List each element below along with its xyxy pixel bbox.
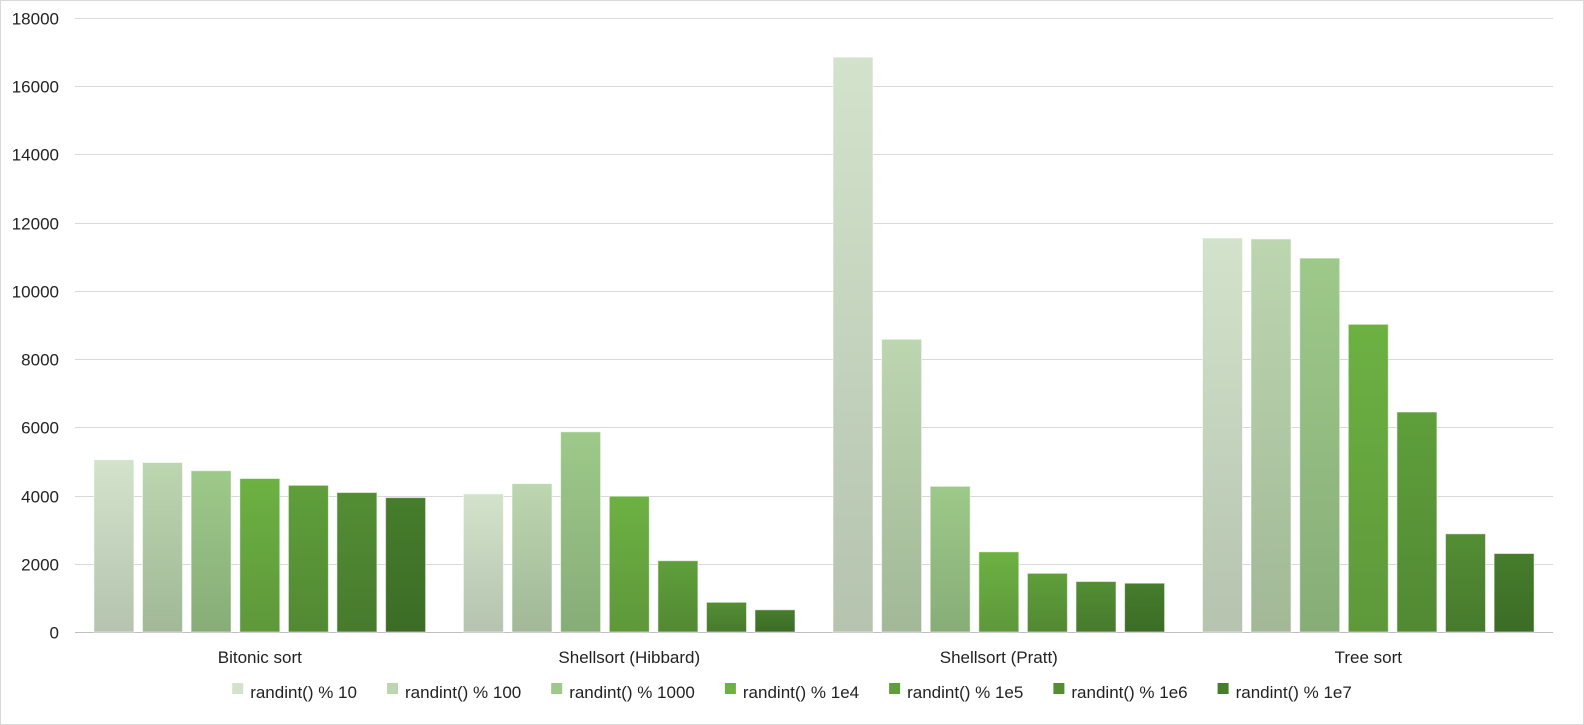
bar bbox=[385, 497, 427, 633]
y-tick-label: 18000 bbox=[12, 10, 59, 29]
bar bbox=[1026, 572, 1068, 633]
bar bbox=[1250, 238, 1292, 633]
bar bbox=[1299, 257, 1341, 633]
legend-item: randint() % 1e6 bbox=[1053, 683, 1188, 702]
x-axis-categories: Bitonic sort Shellsort (Hibbard) Shellsort… bbox=[218, 648, 1403, 667]
legend-label: randint() % 1e7 bbox=[1236, 683, 1352, 702]
legend-item: randint() % 1e5 bbox=[889, 683, 1023, 702]
bar bbox=[706, 601, 747, 633]
legend-label: randint() % 1e5 bbox=[907, 683, 1023, 702]
bar bbox=[336, 492, 378, 633]
bar bbox=[978, 551, 1020, 633]
y-axis-ticks: 0 2000 4000 6000 8000 10000 12000 14000 16000 180… bbox=[12, 10, 59, 643]
legend-swatch bbox=[551, 683, 563, 694]
bar bbox=[754, 609, 796, 633]
bar bbox=[1124, 582, 1166, 633]
y-tick-label: 8000 bbox=[21, 351, 59, 370]
legend-label: randint() % 1e6 bbox=[1071, 683, 1187, 702]
legend: randint() % 10 randint() % 100 randint() %… bbox=[232, 683, 1352, 702]
bar bbox=[1202, 237, 1243, 633]
x-category-label: Tree sort bbox=[1335, 648, 1403, 667]
bar bbox=[1347, 323, 1389, 633]
legend-item: randint() % 10 bbox=[232, 683, 357, 702]
legend-swatch bbox=[889, 683, 901, 694]
y-tick-label: 0 bbox=[50, 624, 59, 643]
y-tick-label: 6000 bbox=[21, 419, 59, 438]
legend-swatch bbox=[1053, 683, 1065, 694]
legend-swatch bbox=[232, 683, 244, 694]
bar bbox=[1445, 533, 1486, 633]
bar bbox=[1075, 581, 1117, 633]
y-tick-label: 2000 bbox=[21, 556, 59, 575]
legend-label: randint() % 1e4 bbox=[743, 683, 859, 702]
bar bbox=[1493, 553, 1535, 633]
bar bbox=[287, 484, 329, 633]
legend-item: randint() % 1e4 bbox=[724, 683, 859, 702]
bar bbox=[929, 485, 971, 633]
bar bbox=[239, 478, 281, 633]
x-category-label: Shellsort (Pratt) bbox=[940, 648, 1058, 667]
bar bbox=[560, 431, 602, 633]
y-tick-label: 4000 bbox=[21, 488, 59, 507]
bar bbox=[1396, 411, 1438, 633]
bar bbox=[832, 56, 874, 633]
bars bbox=[93, 56, 1535, 633]
y-tick-label: 10000 bbox=[12, 283, 59, 302]
x-category-label: Bitonic sort bbox=[218, 648, 302, 667]
legend-item: randint() % 1000 bbox=[551, 683, 695, 702]
bar bbox=[657, 560, 699, 633]
bar bbox=[93, 459, 135, 633]
legend-label: randint() % 100 bbox=[405, 683, 521, 702]
legend-label: randint() % 1000 bbox=[569, 683, 695, 702]
bar bbox=[511, 483, 553, 633]
bar bbox=[142, 462, 183, 633]
y-tick-label: 14000 bbox=[12, 146, 59, 165]
bar bbox=[462, 493, 504, 633]
legend-item: randint() % 100 bbox=[387, 683, 521, 702]
bar bbox=[608, 495, 650, 633]
bar bbox=[190, 470, 232, 633]
legend-item: randint() % 1e7 bbox=[1217, 683, 1352, 702]
legend-swatch bbox=[387, 683, 398, 694]
legend-swatch bbox=[1217, 683, 1229, 694]
y-tick-label: 12000 bbox=[12, 215, 59, 234]
x-category-label: Shellsort (Hibbard) bbox=[558, 648, 700, 667]
legend-label: randint() % 10 bbox=[250, 683, 357, 702]
y-tick-label: 16000 bbox=[12, 78, 59, 97]
legend-swatch bbox=[724, 683, 736, 694]
bar bbox=[881, 338, 923, 633]
